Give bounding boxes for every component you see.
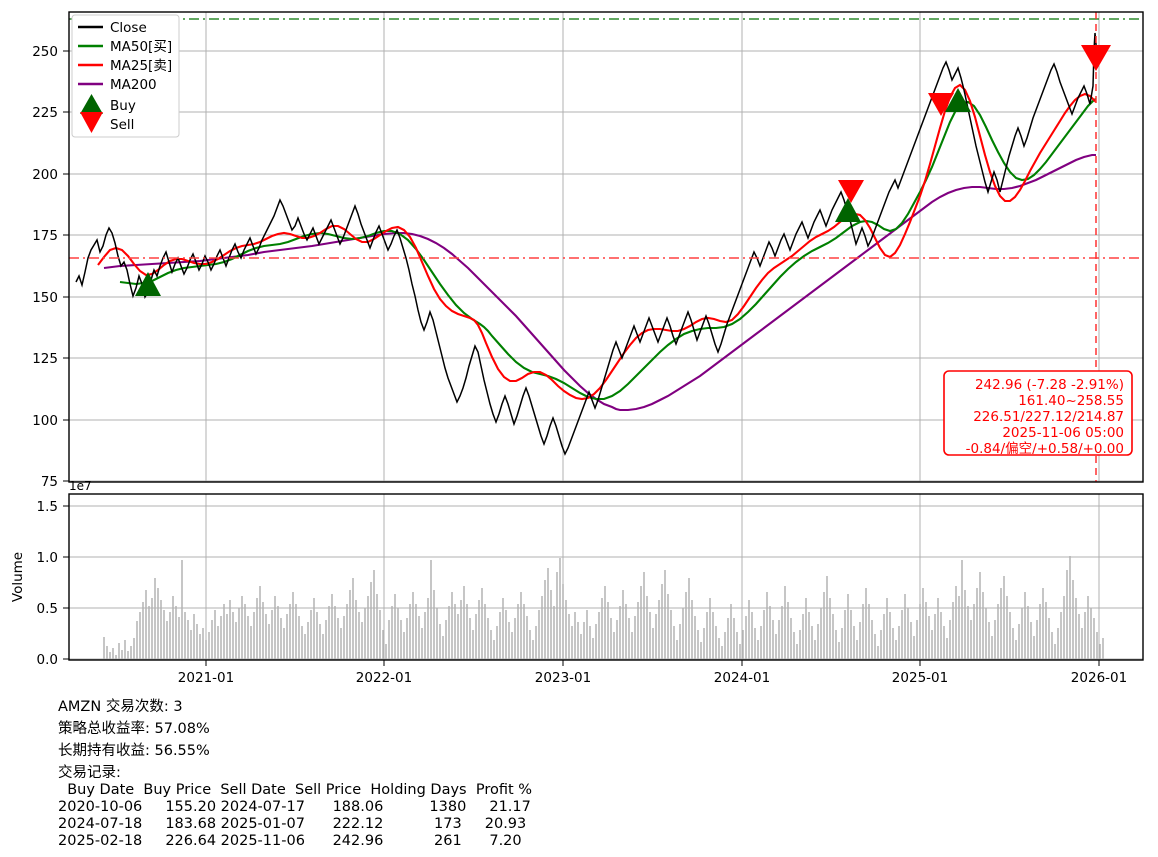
volume-horizontal-gridlines [69, 505, 1143, 660]
ma25-line [97, 83, 1097, 401]
legend-entry-close[interactable]: Close [78, 20, 147, 36]
x-axis: 2021-01 2022-01 2023-01 2024-01 2025-01 … [178, 660, 1127, 686]
strategy-return-text: 策略总收益率: 57.08% [58, 720, 210, 737]
legend-entry-ma200[interactable]: MA200 [78, 77, 157, 93]
buyhold-return-text: 长期持有收益: 56.55% [58, 742, 210, 759]
price-ytick-label: 175 [32, 228, 58, 244]
table-row: 2025-02-18 226.64 2025-11-06 242.96 261 … [58, 833, 522, 849]
xtick-label: 2026-01 [1071, 670, 1127, 686]
xtick-label: 2021-01 [178, 670, 234, 686]
records-heading-text: 交易记录: [58, 763, 121, 781]
volume-ytick-label: 1.0 [37, 550, 58, 566]
annotation-line: 226.51/227.12/214.87 [973, 409, 1124, 425]
trade-table-header: Buy Date Buy Price Sell Date Sell Price … [58, 782, 532, 798]
volume-bars [103, 556, 1104, 660]
chart-legend[interactable]: Close MA50[买] MA25[卖] MA200 Buy [71, 14, 180, 138]
legend-label: MA200 [110, 77, 157, 93]
triangle-down-icon [80, 112, 103, 133]
price-ytick-label: 75 [41, 474, 58, 490]
ma200-line [103, 153, 1096, 412]
annotation-line: 242.96 (-7.28 -2.91%) [975, 377, 1124, 393]
volume-ytick-label: 1.5 [37, 499, 58, 515]
xtick-label: 2022-01 [356, 670, 412, 686]
volume-panel: 0.0 0.5 1.0 1.5 1e7 Volume [10, 479, 1144, 686]
volume-axis-label: Volume [10, 552, 26, 602]
annotation-line: -0.84/偏空/+0.58/+0.00 [966, 441, 1124, 457]
legend-label: Sell [110, 117, 134, 133]
sell-marker [1081, 45, 1111, 71]
price-y-axis: 75 100 125 150 175 200 225 250 [32, 44, 69, 490]
sell-marker [928, 93, 954, 116]
annotation-line: 161.40~258.55 [1018, 393, 1124, 409]
legend-entry-sell[interactable]: Sell [80, 112, 134, 133]
price-ytick-label: 150 [32, 290, 58, 306]
buy-marker [835, 198, 861, 222]
sell-marker [838, 180, 864, 203]
annotation-line: 2025-11-06 05:00 [1002, 425, 1124, 441]
xtick-label: 2025-01 [892, 670, 948, 686]
trade-count-text: AMZN 交易次数: 3 [58, 697, 183, 715]
price-ytick-label: 250 [32, 44, 58, 60]
volume-panel-border [68, 493, 1144, 661]
legend-entry-ma25[interactable]: MA25[卖] [78, 58, 172, 74]
triangle-up-icon [80, 94, 103, 114]
volume-ytick-label: 0.0 [37, 652, 58, 668]
volume-ytick-label: 0.5 [37, 601, 58, 617]
price-ytick-label: 125 [32, 351, 58, 367]
volume-y-axis: 0.0 0.5 1.0 1.5 1e7 Volume [10, 479, 92, 668]
legend-label: Close [110, 20, 147, 36]
legend-label: MA50[买] [110, 39, 172, 55]
legend-entry-ma50[interactable]: MA50[买] [78, 39, 172, 55]
price-vertical-gridlines [205, 12, 1100, 482]
buy-marker [945, 88, 971, 112]
xtick-label: 2024-01 [714, 670, 770, 686]
xtick-label: 2023-01 [535, 670, 591, 686]
price-panel-border [68, 11, 1144, 483]
legend-label: MA25[卖] [110, 58, 172, 74]
price-ytick-label: 100 [32, 413, 58, 429]
trade-markers [135, 45, 1111, 296]
price-panel: 75 100 125 150 175 200 225 250 [32, 11, 1144, 490]
price-ytick-label: 225 [32, 105, 58, 121]
summary-text-block: AMZN 交易次数: 3 策略总收益率: 57.08% 长期持有收益: 56.5… [58, 697, 532, 849]
legend-entry-buy[interactable]: Buy [80, 94, 136, 114]
price-annotation-box: 242.96 (-7.28 -2.91%) 161.40~258.55 226.… [943, 370, 1133, 457]
buy-marker [135, 272, 161, 296]
volume-exponent-label: 1e7 [69, 479, 92, 493]
table-row: 2024-07-18 183.68 2025-01-07 222.12 173 … [58, 816, 526, 832]
table-row: 2020-10-06 155.20 2024-07-17 188.06 1380… [58, 799, 531, 815]
legend-label: Buy [110, 98, 136, 114]
price-ytick-label: 200 [32, 167, 58, 183]
